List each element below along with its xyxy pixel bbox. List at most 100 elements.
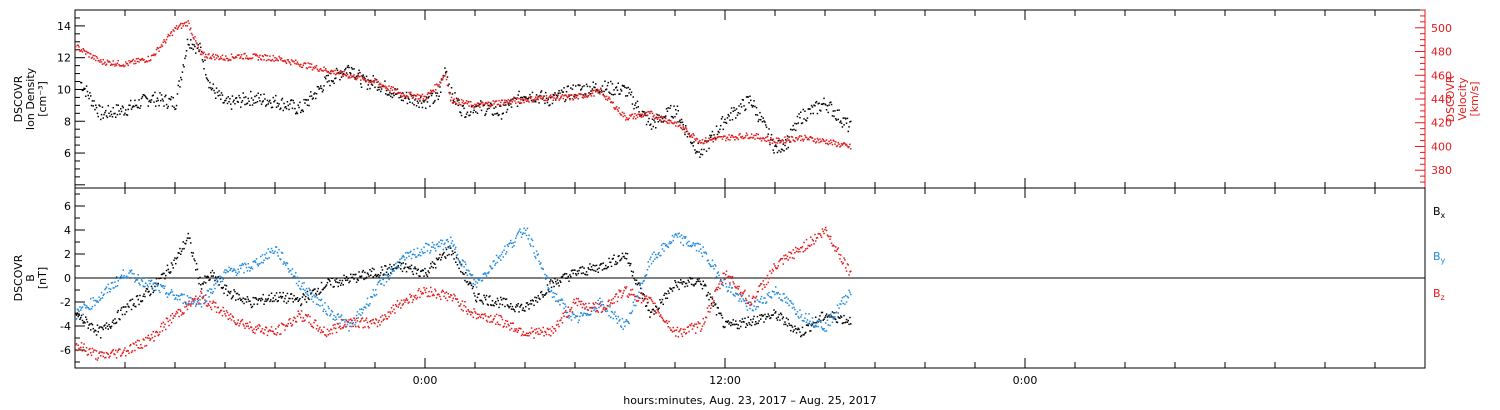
bz-point	[574, 302, 576, 305]
density-point	[261, 101, 264, 103]
bz-point	[288, 319, 290, 321]
bz-point	[515, 330, 517, 332]
density-point	[277, 105, 279, 107]
density-point	[787, 146, 789, 149]
velocity-point	[314, 65, 316, 68]
bz-point	[760, 283, 763, 285]
density-point	[233, 99, 235, 101]
by-point	[303, 282, 305, 284]
bz-point	[703, 323, 705, 325]
density-point	[648, 117, 650, 120]
velocity-point	[718, 136, 720, 138]
bx-point	[715, 303, 717, 305]
velocity-point	[547, 97, 549, 100]
bz-point	[125, 350, 128, 352]
by-point	[180, 294, 182, 297]
velocity-point	[644, 114, 646, 116]
density-point	[524, 96, 526, 99]
bz-point	[393, 308, 395, 311]
by-point	[525, 229, 527, 231]
velocity-point	[195, 42, 198, 44]
bz-point	[263, 332, 265, 335]
by-point	[619, 319, 621, 321]
velocity-point	[605, 95, 608, 98]
velocity-point	[232, 56, 234, 59]
by-point	[730, 291, 732, 293]
density-point	[211, 87, 214, 90]
by-point	[327, 305, 329, 308]
velocity-point	[593, 95, 595, 97]
by-point	[585, 314, 588, 316]
bz-point	[505, 319, 507, 322]
by-point	[788, 304, 790, 307]
bx-point	[520, 304, 522, 307]
by-point	[503, 249, 505, 251]
velocity-point	[568, 94, 570, 96]
by-point	[78, 310, 80, 313]
bx-point	[814, 322, 816, 324]
bx-point	[750, 324, 753, 327]
by-point	[150, 280, 152, 282]
bz-point	[705, 316, 707, 318]
bx-point	[552, 282, 554, 284]
bz-point	[442, 290, 444, 293]
density-point	[255, 94, 258, 97]
bz-point	[175, 313, 177, 315]
bz-point	[735, 286, 737, 289]
bx-point	[542, 296, 544, 298]
velocity-point	[630, 115, 632, 117]
bx-point	[317, 287, 319, 290]
density-point	[344, 69, 346, 71]
bz-point	[495, 323, 497, 325]
velocity-point	[242, 58, 244, 60]
velocity-point	[395, 88, 398, 91]
bz-point	[89, 347, 91, 350]
by-point	[840, 303, 842, 305]
by-point	[760, 295, 763, 298]
by-point	[625, 320, 627, 323]
bx-point	[303, 294, 305, 296]
density-point	[429, 105, 431, 107]
density-point	[154, 91, 156, 94]
bx-point	[176, 256, 179, 259]
bz-point	[328, 330, 330, 332]
bx-point	[762, 314, 764, 317]
density-point	[296, 112, 299, 115]
density-point	[785, 139, 787, 141]
velocity-point	[357, 74, 359, 77]
bz-point	[657, 310, 659, 312]
by-point	[585, 312, 587, 315]
bz-point	[550, 330, 553, 332]
bx-point	[423, 275, 425, 277]
density-point	[459, 111, 461, 113]
bz-point	[85, 347, 88, 349]
by-point	[176, 298, 179, 301]
bz-point	[379, 324, 381, 326]
density-point	[365, 75, 368, 78]
bx-point	[133, 303, 135, 305]
bz-point	[560, 319, 562, 321]
bz-point	[227, 318, 229, 320]
by-point	[717, 271, 719, 273]
velocity-point	[662, 117, 664, 119]
velocity-point	[218, 58, 220, 61]
bz-point	[530, 327, 533, 329]
density-point	[222, 102, 224, 104]
velocity-point	[254, 53, 256, 55]
density-point	[109, 115, 111, 117]
density-point	[220, 92, 223, 94]
density-point	[733, 107, 735, 109]
bx-point	[179, 247, 181, 250]
density-point	[391, 96, 394, 99]
bz-point	[390, 312, 392, 315]
bx-point	[190, 242, 192, 244]
density-point	[488, 107, 490, 110]
bx-point	[658, 307, 660, 309]
velocity-point	[109, 61, 111, 63]
by-point	[83, 303, 85, 305]
velocity-point	[101, 63, 104, 65]
density-point	[805, 120, 808, 122]
density-point	[93, 100, 95, 102]
by-point	[282, 263, 284, 265]
density-tick-label: 14	[57, 20, 71, 33]
